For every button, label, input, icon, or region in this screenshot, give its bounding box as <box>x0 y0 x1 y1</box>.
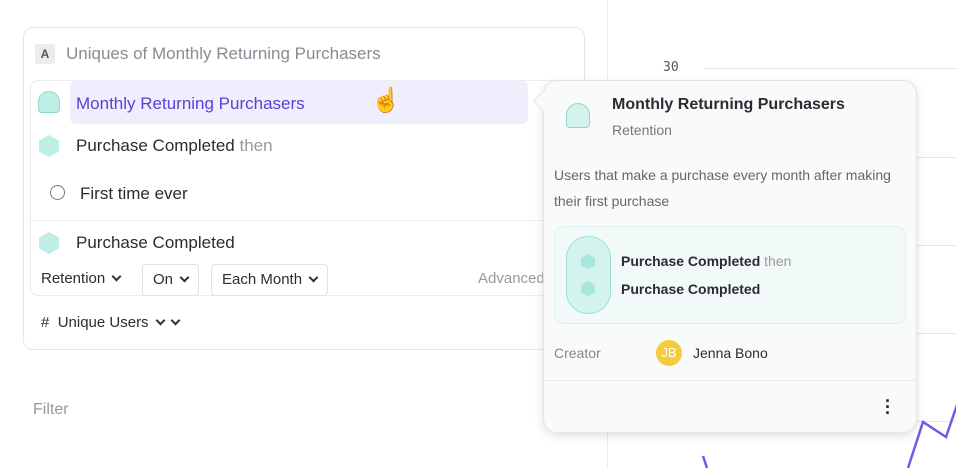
metric-letter-badge: A <box>35 44 55 64</box>
metric-title[interactable]: Uniques of Monthly Returning Purchasers <box>66 44 381 63</box>
chart-line <box>701 404 956 468</box>
popover-description: Users that make a purchase every month a… <box>554 167 891 209</box>
steps-box <box>554 226 906 324</box>
gridline <box>704 68 956 69</box>
divider <box>544 380 916 381</box>
chevron-down-icon <box>308 272 319 283</box>
clock-icon <box>50 185 65 200</box>
hash-icon: # <box>41 314 50 331</box>
creator-avatar: JB <box>656 340 682 366</box>
selected-event-row[interactable] <box>70 81 528 124</box>
step-2: Purchase Completed <box>621 281 761 297</box>
then-label: then <box>239 136 273 155</box>
chevron-down-icon <box>155 315 166 326</box>
chevron-down-icon <box>170 315 181 326</box>
popover-type: Retention <box>612 122 672 138</box>
retention-label: Retention <box>41 270 106 287</box>
event-row-1: Purchase Completed then <box>76 136 273 156</box>
step-1: Purchase Completed then <box>621 253 791 269</box>
steps-pill <box>566 236 611 314</box>
event-label[interactable]: Purchase Completed <box>76 233 235 252</box>
advanced-link[interactable]: Advanced <box>478 270 545 287</box>
on-label: On <box>153 271 174 288</box>
creator-name: Jenna Bono <box>693 345 768 361</box>
chevron-down-icon <box>179 272 190 283</box>
chevron-down-icon <box>111 271 122 282</box>
creator-label: Creator <box>554 345 601 361</box>
retention-dropdown[interactable]: Retention <box>41 270 122 287</box>
divider <box>31 220 543 221</box>
more-options-icon[interactable]: · · · <box>885 391 891 423</box>
custom-event-icon <box>38 91 60 113</box>
period-label: Each Month <box>222 271 303 288</box>
on-dropdown[interactable]: On <box>142 264 200 296</box>
period-dropdown[interactable]: Each Month <box>211 264 329 296</box>
filter-label[interactable]: Filter <box>33 401 69 418</box>
popover-title: Monthly Returning Purchasers <box>612 96 845 113</box>
step-label: Purchase Completed <box>621 253 761 269</box>
measure-label: Unique Users <box>57 314 149 331</box>
event-hex-icon <box>39 232 59 254</box>
y-tick-label: 30 <box>663 60 679 75</box>
event-hex-icon <box>581 281 595 296</box>
custom-event-icon <box>566 103 590 128</box>
event-hex-icon <box>39 135 59 157</box>
hand-cursor-icon: ☝ <box>371 87 401 114</box>
then-label: then <box>764 253 792 269</box>
time-constraint-label[interactable]: First time ever <box>80 184 188 203</box>
event-label: Purchase Completed <box>76 136 235 155</box>
selected-event-label[interactable]: Monthly Returning Purchasers <box>76 94 305 113</box>
event-hex-icon <box>581 254 595 269</box>
measure-dropdown[interactable]: # Unique Users <box>41 314 181 331</box>
